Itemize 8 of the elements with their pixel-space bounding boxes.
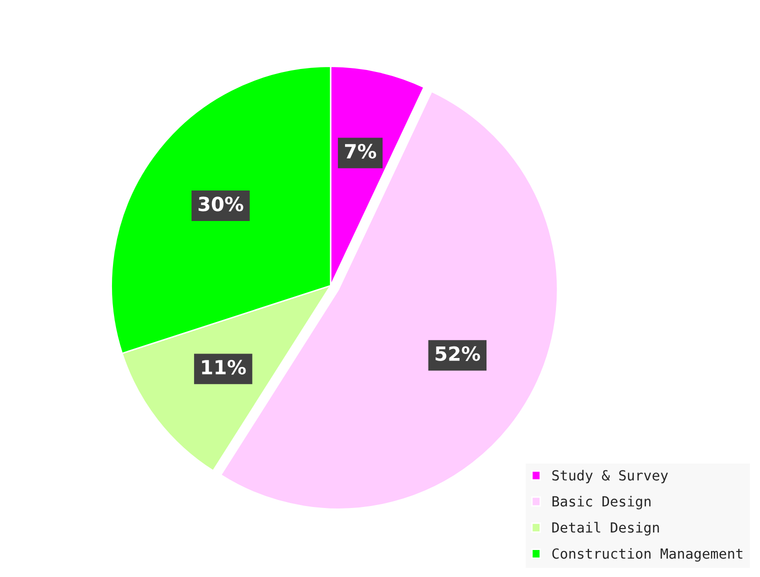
legend-label: Detail Design <box>552 522 659 536</box>
legend-label: Basic Design <box>552 496 650 510</box>
data-label: 52% <box>436 346 480 361</box>
data-label: 30% <box>198 196 244 212</box>
legend-label: Study & Survey <box>552 470 668 484</box>
legend-label: Construction Management <box>552 548 742 562</box>
data-label: 11% <box>202 360 246 375</box>
data-label: 7% <box>345 144 376 159</box>
